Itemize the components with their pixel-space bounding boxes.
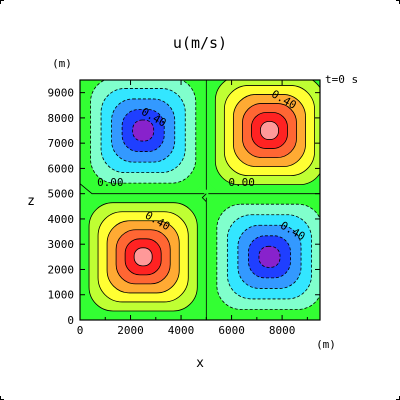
- frame-corner-bottom-left: [0, 396, 4, 400]
- x-tick-label: 8000: [269, 324, 296, 337]
- contour-field: [80, 80, 320, 320]
- x-axis-label: x: [196, 356, 204, 371]
- x-tick-label: 6000: [218, 324, 245, 337]
- contour-label-4: 0.00: [97, 176, 124, 189]
- y-tick-label: 3000: [48, 238, 75, 251]
- y-tick-label: 8000: [48, 112, 75, 125]
- y-tick-label: 4000: [48, 213, 75, 226]
- frame-corner-top-right: [396, 0, 400, 4]
- contour-label-5: 0.00: [228, 176, 255, 189]
- frame-corner-top-left: [0, 0, 4, 4]
- y-tick-label: 9000: [48, 87, 75, 100]
- y-tick-label: 1000: [48, 289, 75, 302]
- y-tick-label: 6000: [48, 162, 75, 175]
- y-tick-label: 0: [67, 314, 74, 327]
- contour-band-top-left-5: [132, 119, 155, 142]
- y-axis-label: z: [27, 194, 35, 209]
- contour-band-bottom-left-6: [133, 247, 153, 267]
- y-tick-label: 2000: [48, 263, 75, 276]
- plot-frame: [79, 79, 321, 321]
- axes: 0 2000 4000 6000 8000 0 1000 2000 3000 4000 5000 60…: [48, 79, 321, 337]
- contour-band-bottom-right-5: [258, 245, 281, 268]
- zero-contour-notch: [201, 193, 207, 202]
- contour-band-top-right-6: [260, 121, 279, 140]
- y-unit-label: (m): [52, 57, 72, 70]
- x-unit-label: (m): [316, 338, 336, 351]
- chart-title: u(m/s): [173, 34, 227, 52]
- x-tick-label: 2000: [117, 324, 144, 337]
- y-tick-label: 7000: [48, 137, 75, 150]
- x-tick-label: 4000: [168, 324, 195, 337]
- y-tick-label: 5000: [48, 188, 75, 201]
- frame-corner-bottom-right: [396, 396, 400, 400]
- x-tick-label: 0: [77, 324, 84, 337]
- zero-contour-left: [80, 183, 205, 195]
- time-label: t=0 s: [325, 73, 358, 86]
